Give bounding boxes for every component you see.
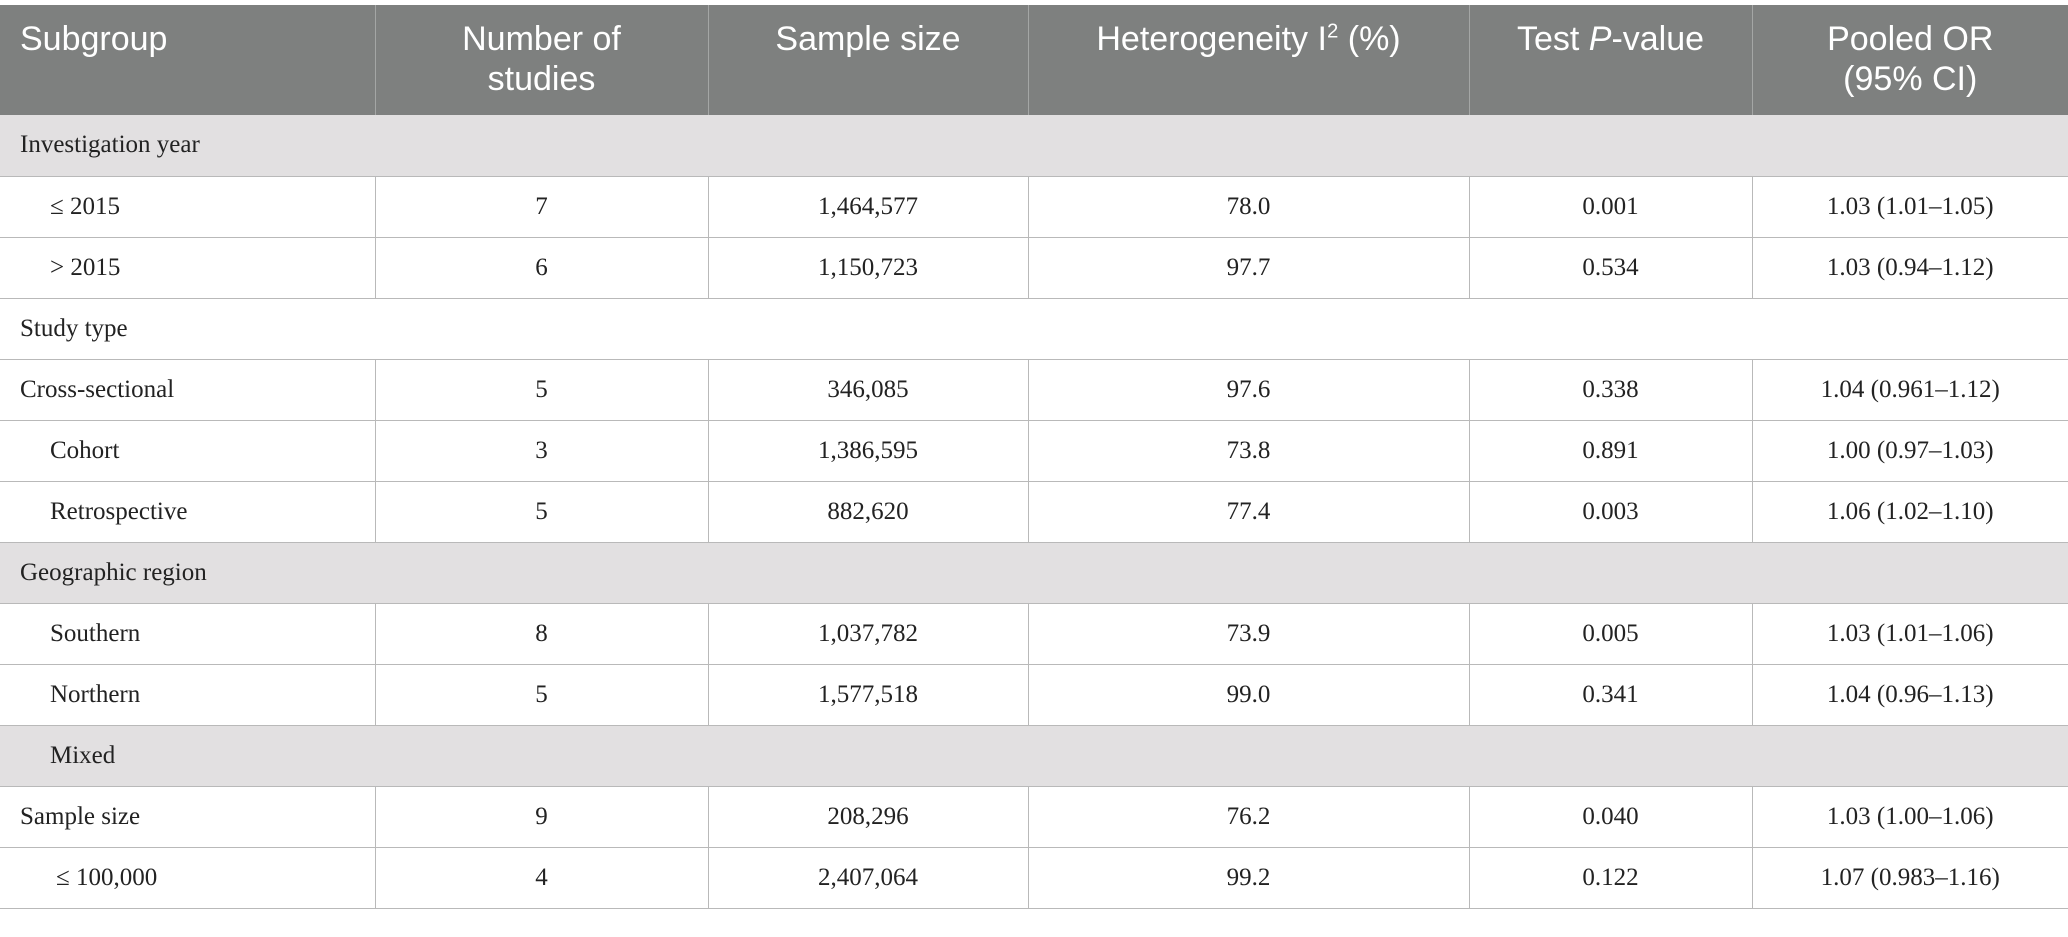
row-studies: 8 (375, 603, 709, 665)
row-label: Retrospective (0, 481, 376, 543)
row-heterogeneity: 97.7 (1028, 237, 1470, 299)
section-label: Mixed (0, 725, 2068, 787)
row-p-value: 0.338 (1469, 359, 1753, 421)
row-pooled-or: 1.03 (1.01–1.05) (1752, 176, 2068, 238)
header-subgroup: Subgroup (0, 5, 376, 115)
row-heterogeneity: 73.8 (1028, 420, 1470, 482)
row-heterogeneity: 99.0 (1028, 664, 1470, 726)
row-heterogeneity: 97.6 (1028, 359, 1470, 421)
section-row: Geographic region (0, 542, 2068, 604)
row-pooled-or: 1.04 (0.96–1.13) (1752, 664, 2068, 726)
header-number-of-studies: Number of studies (375, 5, 709, 115)
section-label: Investigation year (0, 115, 2068, 177)
row-sample-size: 1,150,723 (708, 237, 1029, 299)
section-row: Investigation year (0, 115, 2068, 177)
row-label: Cohort (0, 420, 376, 482)
row-sample-size: 2,407,064 (708, 847, 1029, 909)
row-sample-size: 882,620 (708, 481, 1029, 543)
row-sample-size: 1,577,518 (708, 664, 1029, 726)
table-body: Investigation year ≤ 2015 7 1,464,577 78… (0, 115, 2068, 909)
section-row: Study type (0, 298, 2068, 360)
row-p-value: 0.005 (1469, 603, 1753, 665)
row-sample-size: 1,037,782 (708, 603, 1029, 665)
row-p-value: 0.001 (1469, 176, 1753, 238)
row-p-value: 0.003 (1469, 481, 1753, 543)
row-sample-size: 1,386,595 (708, 420, 1029, 482)
table-row: Northern 5 1,577,518 99.0 0.341 1.04 (0.… (0, 664, 2068, 726)
row-studies: 3 (375, 420, 709, 482)
row-label: ≤ 100,000 (0, 847, 376, 909)
row-pooled-or: 1.03 (1.00–1.06) (1752, 786, 2068, 848)
row-label: Northern (0, 664, 376, 726)
section-label: Geographic region (0, 542, 2068, 604)
table-row: Cohort 3 1,386,595 73.8 0.891 1.00 (0.97… (0, 420, 2068, 482)
table-header: Subgroup Number of studies Sample size He… (0, 5, 2068, 115)
header-row: Subgroup Number of studies Sample size He… (0, 5, 2068, 115)
header-test-p-value: Test P-value (1469, 5, 1753, 115)
header-sample-size: Sample size (708, 5, 1029, 115)
row-p-value: 0.341 (1469, 664, 1753, 726)
row-label: > 2015 (0, 237, 376, 299)
row-studies: 6 (375, 237, 709, 299)
row-studies: 9 (375, 786, 709, 848)
table-row: > 2015 6 1,150,723 97.7 0.534 1.03 (0.94… (0, 237, 2068, 299)
row-studies: 4 (375, 847, 709, 909)
row-p-value: 0.891 (1469, 420, 1753, 482)
row-pooled-or: 1.03 (0.94–1.12) (1752, 237, 2068, 299)
row-p-value: 0.122 (1469, 847, 1753, 909)
subgroup-analysis-table: Subgroup Number of studies Sample size He… (0, 5, 2068, 909)
row-heterogeneity: 73.9 (1028, 603, 1470, 665)
table-row: Cross-sectional 5 346,085 97.6 0.338 1.0… (0, 359, 2068, 421)
row-heterogeneity: 76.2 (1028, 786, 1470, 848)
row-pooled-or: 1.07 (0.983–1.16) (1752, 847, 2068, 909)
header-heterogeneity: Heterogeneity I2 (%) (1028, 5, 1470, 115)
table-row: Southern 8 1,037,782 73.9 0.005 1.03 (1.… (0, 603, 2068, 665)
section-label: Study type (0, 298, 2068, 360)
row-studies: 5 (375, 664, 709, 726)
row-p-value: 0.534 (1469, 237, 1753, 299)
row-label: Cross-sectional (0, 359, 376, 421)
table-row: ≤ 100,000 4 2,407,064 99.2 0.122 1.07 (0… (0, 847, 2068, 909)
row-pooled-or: 1.00 (0.97–1.03) (1752, 420, 2068, 482)
row-heterogeneity: 78.0 (1028, 176, 1470, 238)
row-pooled-or: 1.06 (1.02–1.10) (1752, 481, 2068, 543)
row-sample-size: 346,085 (708, 359, 1029, 421)
row-pooled-or: 1.04 (0.961–1.12) (1752, 359, 2068, 421)
row-label: Southern (0, 603, 376, 665)
row-heterogeneity: 77.4 (1028, 481, 1470, 543)
row-sample-size: 1,464,577 (708, 176, 1029, 238)
section-row: Mixed (0, 725, 2068, 787)
table-row: ≤ 2015 7 1,464,577 78.0 0.001 1.03 (1.01… (0, 176, 2068, 238)
row-pooled-or: 1.03 (1.01–1.06) (1752, 603, 2068, 665)
row-studies: 5 (375, 481, 709, 543)
row-sample-size: 208,296 (708, 786, 1029, 848)
row-label: ≤ 2015 (0, 176, 376, 238)
row-p-value: 0.040 (1469, 786, 1753, 848)
table-row: Sample size 9 208,296 76.2 0.040 1.03 (1… (0, 786, 2068, 848)
table-row: Retrospective 5 882,620 77.4 0.003 1.06 … (0, 481, 2068, 543)
row-studies: 5 (375, 359, 709, 421)
row-heterogeneity: 99.2 (1028, 847, 1470, 909)
row-label: Sample size (0, 786, 376, 848)
header-pooled-or: Pooled OR (95% CI) (1752, 5, 2068, 115)
row-studies: 7 (375, 176, 709, 238)
